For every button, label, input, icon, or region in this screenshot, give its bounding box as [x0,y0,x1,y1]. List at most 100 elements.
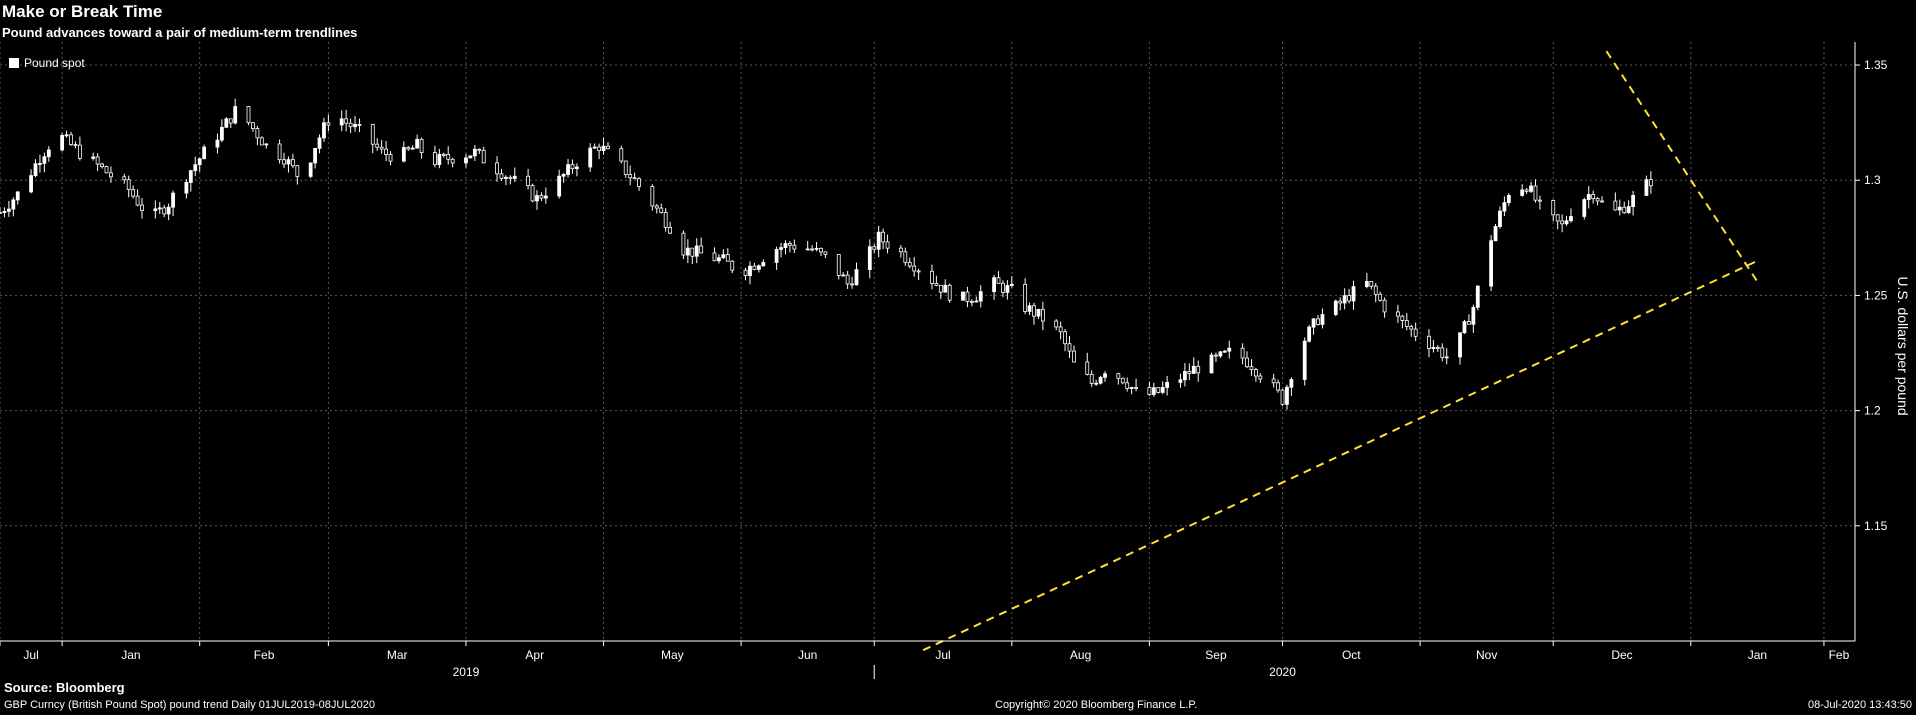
candle-body [495,162,499,175]
candle-body [530,185,535,202]
candle-body [188,170,193,183]
candle-body [42,156,47,164]
candle-body [1156,387,1161,393]
candle-body [388,154,393,162]
candle-body [836,254,841,276]
candle-body [1196,365,1201,374]
candle-body [1160,387,1165,393]
candle-body [1435,347,1440,349]
candle-body [313,147,317,164]
candle-body [841,274,846,277]
y-axis-label: U.S. dollars per pound [1895,276,1911,415]
candle-body [1209,354,1214,374]
candle-body [322,122,326,139]
candle-body [1165,382,1170,388]
candle-body [969,301,974,303]
candle-body [1285,386,1289,405]
candle-body [1227,347,1232,352]
candle-body [628,174,633,179]
candle-body [575,166,579,170]
candle-body [1009,283,1014,286]
candle-body [153,208,158,211]
candle-body [961,291,965,301]
candle-body [375,143,380,148]
candle-body [566,164,570,175]
year-label: 2020 [1269,665,1296,679]
candle-body [415,138,420,149]
candle-body [1378,293,1383,301]
trendline-lower [922,259,1758,652]
candle-body [543,195,548,199]
candle-body [881,231,886,243]
candle-body [845,274,850,285]
y-tick-label: 1.35 [1864,58,1888,72]
candle-body [699,245,704,254]
candle-body [1564,220,1569,225]
candle-body [1116,373,1121,379]
x-tick-label: Dec [1611,648,1632,662]
candle-body [512,175,517,179]
candle-body [1631,194,1636,208]
candle-body [1458,332,1462,358]
candle-body [15,191,20,201]
candle-body [171,192,175,208]
candle-body [623,160,628,175]
x-tick-label: Jul [935,648,950,662]
x-tick-label: Apr [525,648,544,662]
candle-body [1134,387,1138,389]
candle-body [1440,347,1445,358]
candle-body [681,232,686,256]
candle-body [1617,206,1622,211]
candle-body [73,144,78,146]
candle-body [162,207,167,215]
candle-body [1498,210,1502,227]
candle-body [46,149,51,158]
candle-body [109,172,113,178]
candle-body [77,144,82,159]
candle-body [819,247,823,253]
candle-body [637,178,641,187]
candle-body [29,175,33,193]
x-tick-label: Feb [1829,648,1850,662]
candle-body [184,182,189,194]
candle-body [348,122,353,128]
legend-label: Pound spot [24,56,85,70]
x-tick-label: Aug [1070,648,1091,662]
candle-body [264,143,269,146]
candle-body [406,147,411,150]
candle-body [996,277,1001,284]
candle-body [867,246,872,271]
candle-body [1493,226,1498,242]
candle-body [215,139,220,148]
candle-body [344,118,349,124]
candle-body [1023,283,1028,312]
legend: Pound spot [9,56,85,70]
candle-body [934,283,939,286]
candle-body [743,269,748,277]
candle-body [1404,320,1409,327]
candle-body [326,122,331,126]
candle-body [140,204,144,211]
candle-body [166,206,171,215]
candle-body [1506,195,1511,204]
candle-body [1431,347,1436,349]
candle-body [1307,326,1312,342]
candle-body [233,106,238,124]
candle-body [721,254,726,259]
candle-body [259,137,264,146]
candle-body [122,176,127,181]
candle-body [535,195,539,202]
x-tick-label: May [661,648,684,662]
candle-body [779,247,783,250]
candle-body [1342,295,1347,304]
candle-body [1187,371,1192,374]
candle-body [650,186,655,207]
candle-body [788,243,792,246]
candle-body [1089,373,1094,384]
candle-body [1036,308,1041,317]
x-tick-label: Oct [1342,648,1361,662]
candle-body [1347,295,1351,302]
candle-body [1489,240,1494,287]
candle-body [974,300,979,303]
candle-body [570,164,575,170]
